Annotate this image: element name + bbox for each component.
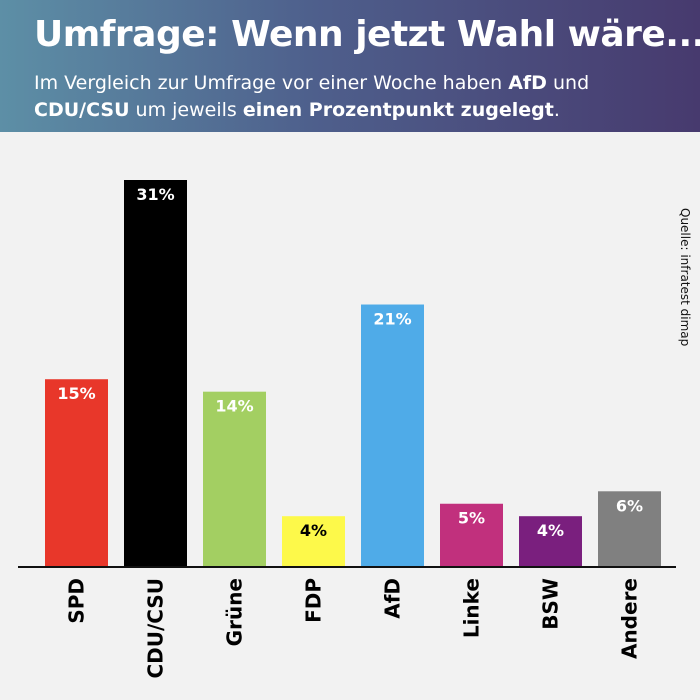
subtitle-text: um jeweils xyxy=(129,99,243,121)
subtitle-emphasis: CDU/CSU xyxy=(34,99,130,121)
category-label: Linke xyxy=(460,578,484,638)
page-subtitle: Im Vergleich zur Umfrage vor einer Woche… xyxy=(34,70,674,124)
category-label: AfD xyxy=(381,578,405,619)
page-title: Umfrage: Wenn jetzt Wahl wäre... xyxy=(34,14,700,55)
subtitle-emphasis: AfD xyxy=(508,72,547,94)
bar-fdp xyxy=(282,516,345,566)
bar-value-label: 4% xyxy=(300,521,327,540)
category-label: BSW xyxy=(539,578,563,630)
subtitle-text: und xyxy=(546,72,590,94)
bar-value-label: 14% xyxy=(215,397,253,416)
subtitle-text: . xyxy=(553,99,560,121)
category-label: CDU/CSU xyxy=(144,578,168,679)
subtitle-text: Im Vergleich zur Umfrage vor einer Woche… xyxy=(34,72,509,94)
category-label: FDP xyxy=(302,578,326,623)
bar-value-label: 6% xyxy=(616,496,643,515)
category-label: SPD xyxy=(65,578,89,624)
category-label: Grüne xyxy=(223,578,247,646)
bar-value-label: 21% xyxy=(373,310,411,329)
bar-chart: 15% SPD 31% CDU/CSU 14% Grüne 4% FDP 21% AfD 5% Lin… xyxy=(18,180,676,679)
bar-bsw xyxy=(519,516,582,566)
bar-linke xyxy=(440,503,503,566)
category-label: Andere xyxy=(618,578,642,659)
bar-andere xyxy=(598,491,661,566)
bar-value-label: 5% xyxy=(458,509,485,528)
bar-gr-ne xyxy=(203,391,266,566)
bar-spd xyxy=(45,379,108,566)
bar-afd xyxy=(361,304,424,566)
bar-value-label: 31% xyxy=(136,185,174,204)
bar-value-label: 15% xyxy=(57,384,95,403)
subtitle-emphasis: einen Prozentpunkt zugelegt xyxy=(242,99,554,121)
bar-value-label: 4% xyxy=(537,521,564,540)
header-banner: Umfrage: Wenn jetzt Wahl wäre... Im Verg… xyxy=(0,0,700,132)
bar-cdu-csu xyxy=(124,180,187,566)
